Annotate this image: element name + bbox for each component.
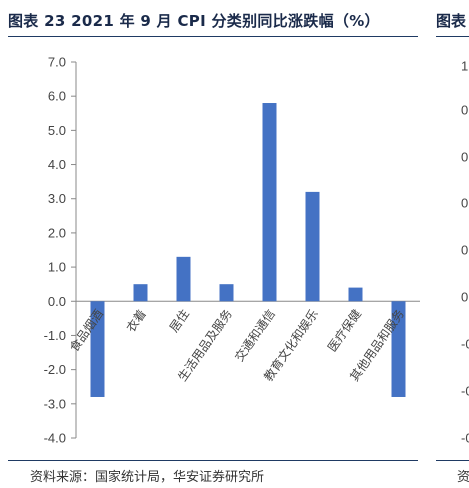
next-source-rule	[436, 460, 469, 461]
y-tick-label: -4.0	[44, 431, 66, 446]
y-tick-label: 6.0	[48, 89, 66, 104]
next-chart-tick-label: 0	[461, 290, 468, 305]
y-tick-label: 0.0	[48, 294, 66, 309]
bar-1	[90, 301, 105, 397]
next-source-note: 资	[457, 470, 469, 485]
next-title-rule	[436, 36, 469, 37]
y-tick-label: -1.0	[44, 328, 66, 343]
next-chart-ticks: 1 0 0 0 0 0 -0 -0 -0	[461, 59, 469, 446]
source-rule	[8, 460, 418, 461]
y-tick-label: 5.0	[48, 123, 66, 138]
y-tick-label: 4.0	[48, 157, 66, 172]
chart-title: 图表 23 2021 年 9 月 CPI 分类别同比涨跌幅（%）	[8, 12, 380, 30]
y-tick-label: -2.0	[44, 362, 66, 377]
next-chart-tick-label: 0	[461, 103, 468, 118]
next-chart-tick-label: 1	[461, 59, 468, 74]
next-chart-title: 图表	[436, 12, 467, 30]
source-note: 资料来源：国家统计局，华安证券研究所	[30, 470, 265, 485]
bar-3	[176, 256, 191, 302]
y-tick-label: 3.0	[48, 191, 66, 206]
next-chart-tick-label: -0	[461, 384, 469, 399]
bar-8	[391, 301, 406, 397]
bar-7	[348, 287, 363, 302]
bar-5	[262, 103, 277, 302]
next-chart-tick-label: -0	[461, 337, 469, 352]
y-axis: 7.0 6.0 5.0 4.0 3.0 2.0 1.0 0.0 -1.0 -2.0 -3.0 -4.0	[44, 55, 420, 446]
y-tick-label: 2.0	[48, 225, 66, 240]
next-chart-tick-label: 0	[461, 150, 468, 165]
y-tick-label: 7.0	[48, 55, 66, 70]
y-tick-label: -3.0	[44, 396, 66, 411]
y-tick-label: 1.0	[48, 260, 66, 275]
next-chart-tick-label: 0	[461, 243, 468, 258]
bar-4	[219, 284, 234, 302]
bar-2	[133, 284, 148, 302]
category-label-5: 交通和通信	[231, 306, 278, 364]
category-label-2: 衣着	[123, 306, 149, 334]
next-chart-tick-label: -0	[461, 431, 469, 446]
title-rule	[8, 36, 418, 37]
next-chart-tick-label: 0	[461, 196, 468, 211]
category-label-7: 医疗保健	[325, 307, 364, 354]
category-label-3: 居住	[167, 307, 192, 335]
bars	[90, 103, 406, 397]
bar-6	[305, 191, 320, 302]
